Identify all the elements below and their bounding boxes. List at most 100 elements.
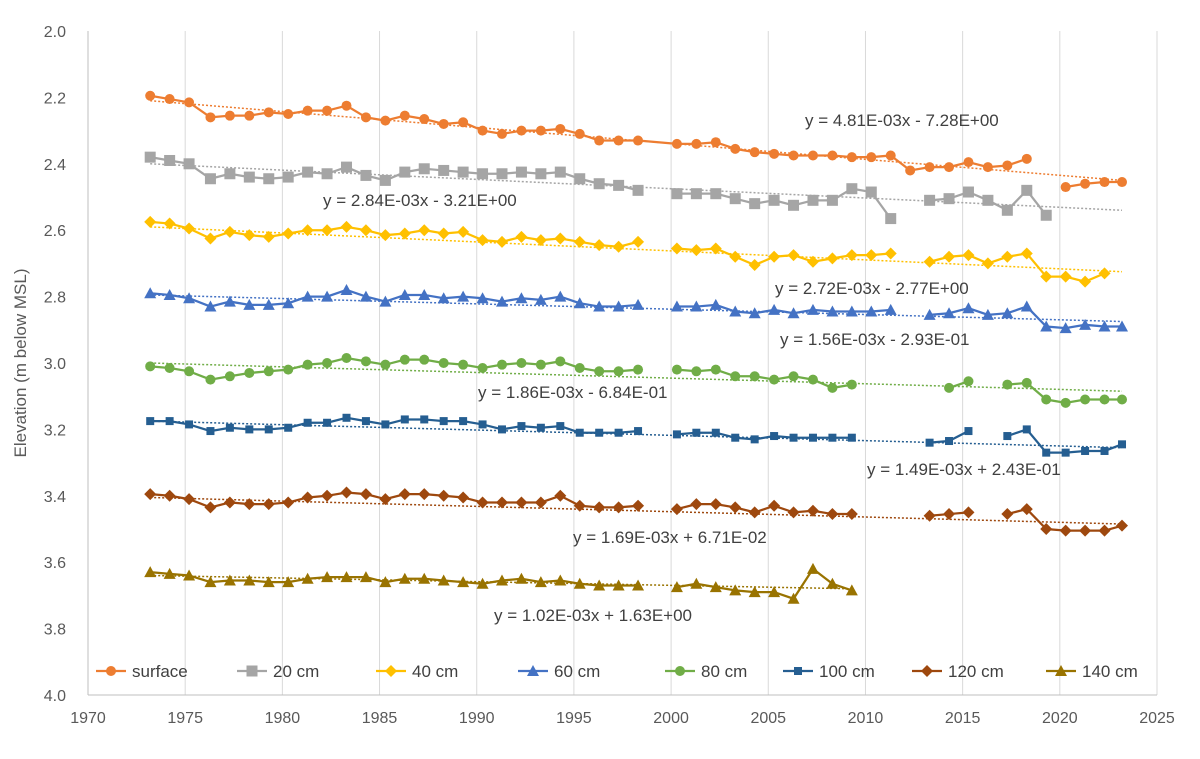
data-point <box>593 239 606 252</box>
data-point <box>787 307 800 319</box>
data-point <box>943 193 955 205</box>
data-point <box>594 366 605 377</box>
data-point <box>828 433 837 442</box>
series-lines <box>144 90 1129 604</box>
data-point <box>262 298 275 310</box>
data-point <box>749 147 760 158</box>
data-point <box>1116 320 1129 332</box>
data-point <box>768 194 780 206</box>
data-point <box>398 227 411 240</box>
data-point <box>457 576 470 588</box>
data-point <box>418 288 431 300</box>
trend-equation: y = 1.69E-03x + 6.71E-02 <box>573 528 767 547</box>
data-point <box>262 576 275 588</box>
data-point <box>731 433 740 442</box>
data-point <box>379 576 392 588</box>
data-point <box>711 428 720 437</box>
data-point <box>981 308 994 320</box>
data-point <box>806 303 819 315</box>
data-point <box>1042 448 1051 457</box>
data-point <box>1079 275 1092 288</box>
data-point <box>593 300 606 312</box>
data-point <box>692 428 701 437</box>
data-point <box>418 488 431 501</box>
series-line <box>676 567 853 601</box>
data-point <box>923 255 936 268</box>
data-point <box>1040 209 1052 221</box>
data-point <box>1001 204 1013 216</box>
data-point <box>535 125 546 136</box>
x-tick-label: 1990 <box>459 710 495 727</box>
data-point <box>303 418 312 427</box>
data-point <box>554 290 567 302</box>
data-point <box>845 584 858 596</box>
data-point <box>1079 524 1092 537</box>
data-point <box>340 220 353 233</box>
data-point <box>204 576 217 588</box>
data-point <box>321 168 333 180</box>
data-point <box>457 290 470 302</box>
data-point <box>144 151 156 163</box>
data-point <box>770 432 779 441</box>
data-point <box>690 577 703 589</box>
data-point <box>534 576 547 588</box>
data-point <box>962 186 974 198</box>
data-point <box>476 234 489 247</box>
data-point <box>478 420 487 429</box>
data-point <box>612 501 625 514</box>
data-point <box>438 164 450 176</box>
data-point <box>106 666 116 676</box>
data-point <box>807 374 818 385</box>
data-point <box>144 488 157 501</box>
data-point <box>1002 160 1013 171</box>
data-point <box>164 94 175 105</box>
data-point <box>185 420 194 429</box>
series-line <box>676 431 852 441</box>
data-point <box>671 364 682 375</box>
y-axis-title: Elevation (m below MSL) <box>11 269 30 458</box>
data-point <box>419 113 430 124</box>
data-point <box>691 138 702 149</box>
data-point <box>749 198 761 210</box>
data-point <box>962 506 975 519</box>
data-point <box>675 666 685 676</box>
data-point <box>750 435 759 444</box>
data-point <box>515 230 528 243</box>
data-point <box>495 574 508 586</box>
trend-equation: y = 1.86E-03x - 6.84E-01 <box>478 383 667 402</box>
data-point <box>379 295 392 307</box>
data-point <box>555 123 566 134</box>
data-point <box>574 128 585 139</box>
data-point <box>671 188 683 200</box>
data-point <box>1002 379 1013 390</box>
data-point <box>457 225 470 238</box>
data-point <box>1003 432 1012 441</box>
data-point <box>183 158 195 170</box>
data-point <box>223 496 236 509</box>
data-point <box>730 143 741 154</box>
data-point <box>924 194 936 206</box>
y-tick-label: 3.0 <box>44 356 66 373</box>
data-point <box>613 179 625 191</box>
x-tick-label: 2015 <box>945 710 981 727</box>
data-point <box>323 418 332 427</box>
data-point <box>164 362 175 373</box>
data-point <box>1098 267 1111 280</box>
data-point <box>438 358 449 368</box>
y-tick-label: 2.8 <box>44 290 66 307</box>
data-point <box>223 574 236 586</box>
data-point <box>788 150 799 161</box>
data-point <box>865 186 877 198</box>
data-point <box>670 300 683 312</box>
data-point <box>634 427 643 436</box>
data-point <box>495 496 508 509</box>
legend-item: 60 cm <box>518 662 600 681</box>
data-point <box>439 417 448 426</box>
data-point <box>787 592 800 604</box>
x-tick-label: 1970 <box>70 710 106 727</box>
legend-item: 120 cm <box>912 662 1004 681</box>
data-point <box>826 577 839 589</box>
data-point <box>263 366 274 377</box>
data-point <box>808 433 817 442</box>
data-point <box>710 364 721 375</box>
